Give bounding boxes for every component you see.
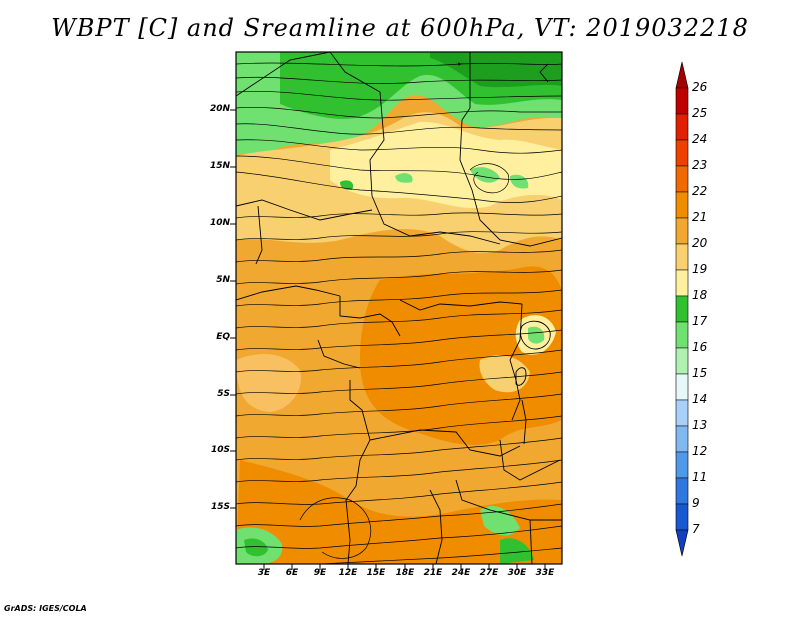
colorbar-segment	[675, 243, 689, 271]
colorbar-label-23: 23	[692, 158, 708, 172]
colorbar-label-16: 16	[692, 340, 708, 354]
colorbar-segment	[675, 477, 689, 505]
streamlines	[236, 62, 562, 564]
colorbar-segment	[675, 503, 689, 531]
colorbar-segment	[675, 87, 689, 115]
lake-outlines	[515, 320, 551, 445]
colorbar-label-18: 18	[692, 288, 708, 302]
longitude-label-18e: 18E	[395, 568, 415, 578]
latitude-label-eq: EQ	[216, 332, 230, 342]
longitude-label-33e: 33E	[535, 568, 555, 578]
map-title: WBPT [C] and Sreamline at 600hPa, VT: 20…	[51, 14, 749, 42]
colorbar-segment	[675, 191, 689, 219]
longitude-ticks	[263, 564, 546, 570]
country-borders	[236, 52, 562, 564]
longitude-label-6e: 6E	[285, 568, 299, 578]
latitude-label-10s: 10S	[210, 445, 230, 455]
colorbar-segment	[675, 451, 689, 479]
latitude-label-15s: 15S	[210, 502, 230, 512]
latitude-label-5n: 5N	[216, 275, 230, 285]
colorbar-segment	[675, 217, 689, 245]
colorbar-segment	[675, 113, 689, 141]
colorbar-segment	[675, 165, 689, 193]
colorbar-segment	[675, 529, 689, 557]
colorbar-segment	[675, 61, 689, 89]
longitude-label-24e: 24E	[451, 568, 471, 578]
colorbar-label-7: 7	[692, 522, 700, 536]
colorbar-label-24: 24	[692, 132, 708, 146]
colorbar-segment	[675, 399, 689, 427]
colorbar-label-14: 14	[692, 392, 708, 406]
latitude-label-10n: 10N	[209, 218, 230, 228]
longitude-label-15e: 15E	[366, 568, 386, 578]
colorbar-label-17: 17	[692, 314, 708, 328]
longitude-label-30e: 30E	[507, 568, 527, 578]
grads-credit: GrADS: IGES/COLA	[4, 604, 87, 613]
colorbar-label-12: 12	[692, 444, 708, 458]
latitude-label-5s: 5S	[217, 389, 230, 399]
wbpt-field	[236, 52, 562, 564]
colorbar-label-20: 20	[692, 236, 708, 250]
longitude-label-3e: 3E	[257, 568, 271, 578]
colorbar-label-26: 26	[692, 80, 708, 94]
colorbar-segment	[675, 269, 689, 297]
colorbar-label-19: 19	[692, 262, 708, 276]
colorbar-segment	[675, 295, 689, 323]
longitude-label-12e: 12E	[338, 568, 358, 578]
longitude-label-21e: 21E	[423, 568, 443, 578]
colorbar-segment	[675, 347, 689, 375]
latitude-ticks	[230, 109, 236, 509]
colorbar-segment	[675, 139, 689, 167]
colorbar-label-15: 15	[692, 366, 708, 380]
colorbar-segment	[675, 425, 689, 453]
latitude-label-20n: 20N	[209, 104, 230, 114]
latitude-label-15n: 15N	[209, 161, 230, 171]
longitude-label-9e: 9E	[313, 568, 327, 578]
colorbar-segment	[675, 373, 689, 401]
colorbar-segment	[675, 321, 689, 349]
colorbar-label-13: 13	[692, 418, 708, 432]
colorbar	[675, 61, 689, 557]
colorbar-label-22: 22	[692, 184, 708, 198]
colorbar-label-9: 9	[692, 496, 700, 510]
colorbar-label-25: 25	[692, 106, 708, 120]
colorbar-label-11: 11	[692, 470, 708, 484]
longitude-label-27e: 27E	[479, 568, 499, 578]
colorbar-label-21: 21	[692, 210, 708, 224]
map-frame	[235, 51, 563, 565]
